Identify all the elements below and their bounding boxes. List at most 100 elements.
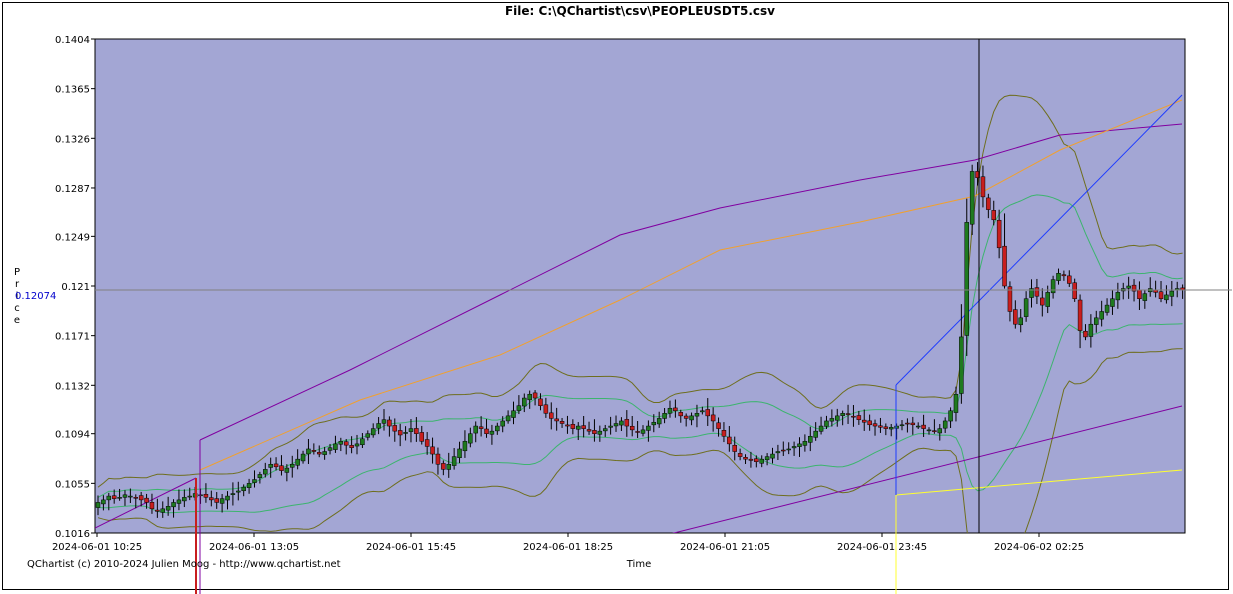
candle <box>1142 293 1148 301</box>
candle <box>1013 309 1018 325</box>
candle <box>236 490 241 493</box>
candle <box>327 447 333 451</box>
candle <box>964 222 970 336</box>
envelope-upper-line <box>199 123 1183 441</box>
cursor-price-readout: 0.12074 <box>15 291 56 302</box>
candle <box>689 415 694 421</box>
bollinger-outer-upper-line <box>97 94 1183 488</box>
candle <box>991 210 996 221</box>
candle <box>969 171 975 225</box>
y-tick-label: 0.1326 <box>55 134 90 145</box>
candle <box>565 424 570 427</box>
y-axis-label: P r i c e <box>14 267 20 326</box>
y-tick-label: 0.1171 <box>55 332 90 343</box>
candle <box>856 415 862 420</box>
y-axis-label-letter: P <box>14 267 20 278</box>
candle <box>1040 297 1045 306</box>
candle <box>727 436 732 445</box>
candle <box>586 429 592 432</box>
candle <box>176 499 182 504</box>
candle <box>1094 317 1099 325</box>
candle <box>532 392 538 399</box>
candle <box>802 441 808 446</box>
candle <box>1164 294 1169 301</box>
candle <box>910 422 916 426</box>
candle <box>370 428 376 436</box>
candle <box>705 409 711 417</box>
candle <box>338 441 344 445</box>
candle <box>996 219 1002 249</box>
y-axis-label-letter: i <box>16 291 19 302</box>
candle <box>484 428 489 434</box>
trend-line-blue <box>895 94 1183 386</box>
candle <box>408 428 414 432</box>
candle <box>575 425 581 430</box>
y-axis-label-letter: r <box>15 279 20 290</box>
candle <box>252 479 257 483</box>
candle <box>138 495 144 501</box>
candle <box>937 428 943 434</box>
candle <box>1153 289 1158 293</box>
x-tick-label: 2024-06-01 15:45 <box>366 542 456 553</box>
candle <box>543 404 549 414</box>
y-tick-label: 0.1094 <box>55 430 90 441</box>
candle <box>694 413 700 417</box>
candle <box>624 419 630 427</box>
candle <box>457 448 462 459</box>
candle <box>1050 279 1056 294</box>
candle <box>781 449 786 452</box>
candle <box>1104 304 1110 313</box>
candles <box>95 162 1185 518</box>
y-axis: 0.1404 0.1365 0.1326 0.1287 0.1249 0.121 0.117… <box>55 35 95 540</box>
candle <box>1067 275 1072 284</box>
candle <box>149 502 155 510</box>
x-axis-label: Time <box>626 559 651 570</box>
candle <box>214 498 219 503</box>
trend-line-yellow <box>895 469 1183 496</box>
candle <box>538 398 543 406</box>
candle <box>354 443 360 447</box>
candle <box>635 431 640 433</box>
y-tick-label: 0.1404 <box>55 35 90 46</box>
y-tick-label: 0.1132 <box>55 381 90 392</box>
candle <box>441 463 446 470</box>
candle <box>570 424 576 429</box>
candle <box>1169 290 1175 297</box>
candle <box>1018 317 1023 326</box>
candle <box>106 495 112 501</box>
candle <box>640 429 646 434</box>
candle <box>403 432 408 434</box>
candle <box>959 336 964 394</box>
candle <box>678 412 684 417</box>
x-tick-label: 2024-06-01 18:25 <box>523 542 613 553</box>
candle <box>462 441 468 452</box>
candle <box>230 493 236 495</box>
y-tick-label: 0.1287 <box>55 184 90 195</box>
candle <box>489 430 495 435</box>
plot-area[interactable] <box>94 38 1186 534</box>
candle <box>872 423 878 427</box>
candle <box>268 463 273 468</box>
candle <box>1061 274 1067 277</box>
candle <box>451 456 457 466</box>
candle <box>1045 292 1050 307</box>
candle <box>716 422 721 429</box>
candle <box>1007 286 1013 312</box>
x-tick-label: 2024-06-02 02:25 <box>994 542 1084 553</box>
candle <box>1115 292 1121 301</box>
candle <box>435 453 441 465</box>
copyright-footer[interactable]: QChartist (c) 2010-2024 Julien Moog - ht… <box>27 559 341 570</box>
candle <box>602 428 608 432</box>
candle <box>306 448 311 455</box>
candle <box>284 467 290 473</box>
candle <box>656 418 662 425</box>
candle <box>845 413 851 415</box>
candle <box>737 453 743 457</box>
moving-average-line <box>199 99 1183 471</box>
candle <box>316 452 322 455</box>
candle <box>608 425 613 428</box>
candle <box>160 508 166 513</box>
candle <box>295 458 300 466</box>
candle <box>721 430 727 437</box>
